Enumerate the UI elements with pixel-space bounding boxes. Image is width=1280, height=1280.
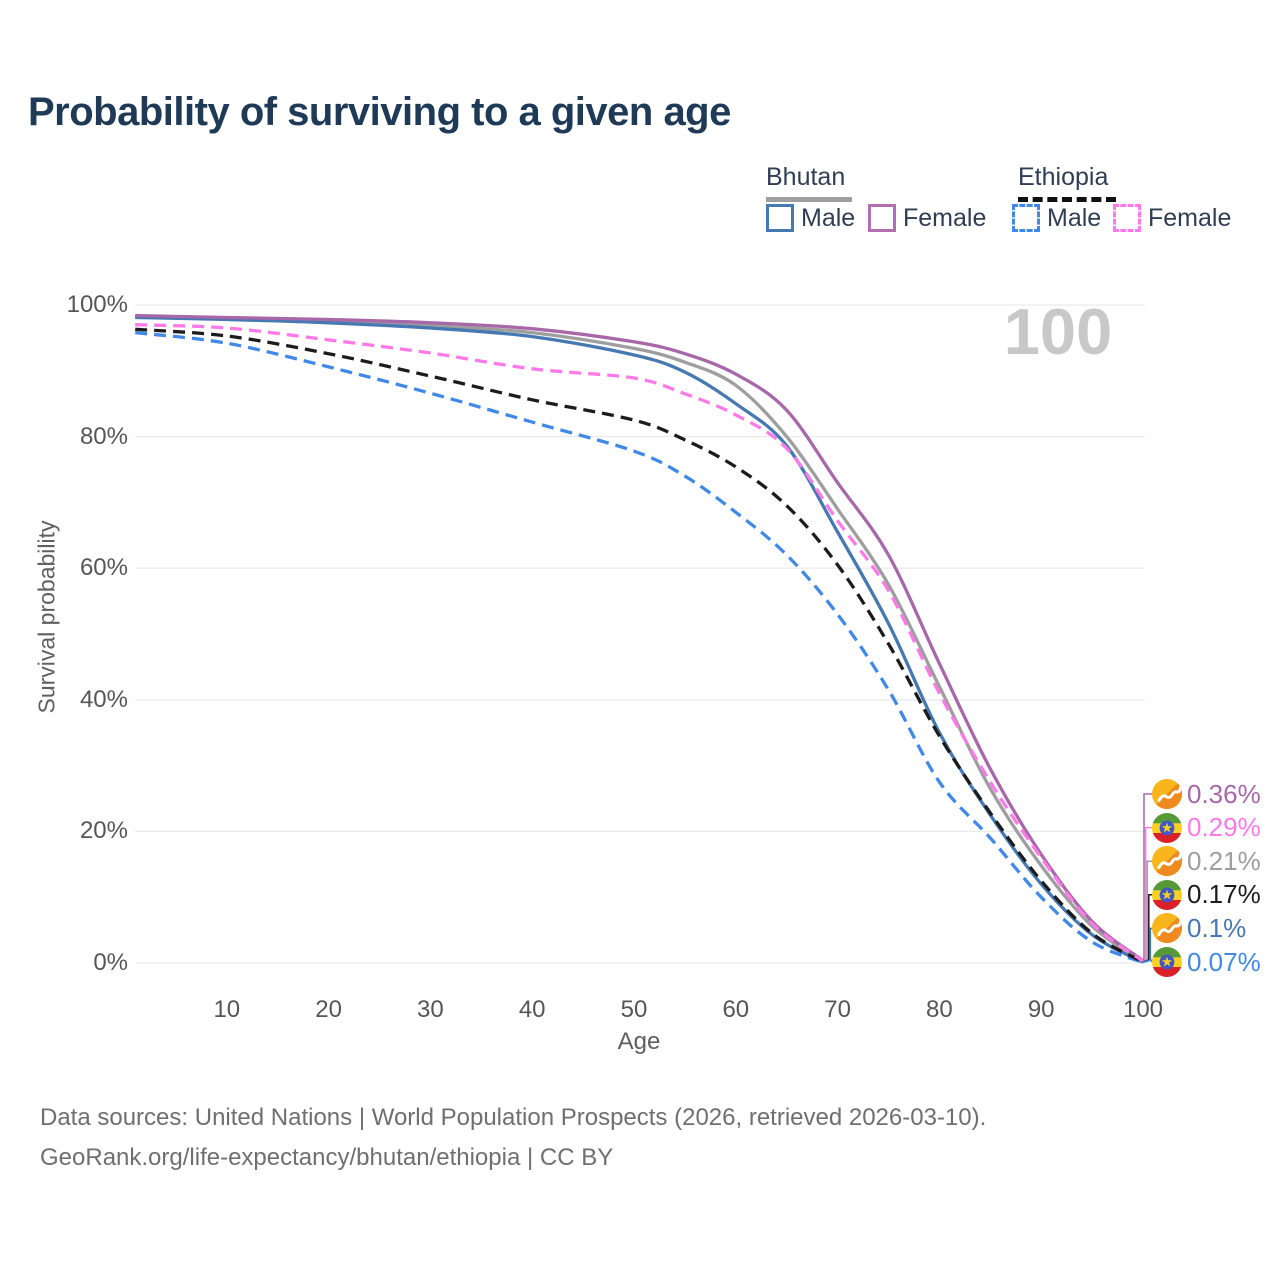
y-tick-label: 0%: [93, 949, 128, 976]
series-line-ethiopia-female[interactable]: [135, 323, 1144, 963]
legend-group-bhutan[interactable]: Bhutan: [766, 163, 852, 202]
bhutan-flag-icon: [1152, 779, 1182, 809]
x-tick-label: 40: [518, 996, 546, 1023]
legend-item-ethiopia-female[interactable]: Female: [1113, 203, 1231, 233]
series-line-bhutan-female[interactable]: [135, 313, 1145, 962]
x-tick-label: 70: [824, 996, 851, 1023]
legend-item-label: Male: [801, 203, 856, 232]
ethiopia-flag-icon: [1152, 813, 1182, 843]
page-title: Probability of surviving to a given age: [28, 90, 731, 134]
legend-item-label: Female: [1148, 203, 1232, 232]
x-tick-label: 50: [620, 996, 648, 1023]
hovered-age-watermark: 100: [1003, 295, 1113, 368]
ethiopia-female-swatch-icon: [1113, 204, 1141, 232]
legend-item-label: Female: [903, 203, 987, 232]
series-line-bhutan-male[interactable]: [135, 315, 1144, 964]
x-axis-title: Age: [617, 1028, 661, 1055]
legend-item-bhutan-female[interactable]: Female: [868, 203, 986, 233]
end-label-ethiopia-female: 0.29%: [1152, 812, 1261, 843]
end-value: 0.29%: [1187, 812, 1261, 843]
end-value: 0.17%: [1187, 879, 1261, 910]
bhutan-male-swatch-icon: [766, 204, 794, 232]
x-tick-label: 30: [417, 996, 444, 1023]
y-tick-label: 20%: [79, 817, 128, 845]
y-tick-label: 40%: [79, 685, 128, 713]
legend-group-ethiopia[interactable]: Ethiopia: [1018, 163, 1116, 202]
bhutan-flag-icon: [1152, 913, 1182, 943]
end-value: 0.1%: [1187, 912, 1247, 943]
x-tick-label: 90: [1027, 996, 1055, 1023]
end-value: 0.21%: [1187, 845, 1261, 876]
legend-item-bhutan-male[interactable]: Male: [766, 203, 855, 233]
ethiopia-flag-icon: [1152, 947, 1182, 977]
end-label-ethiopia-both: 0.17%: [1152, 879, 1261, 910]
y-tick-label: 80%: [79, 422, 128, 450]
x-tick-label: 10: [213, 996, 241, 1023]
end-value: 0.36%: [1187, 778, 1261, 809]
end-label-ethiopia-male: 0.07%: [1152, 947, 1261, 977]
data-sources-text: Data sources: United Nations | World Pop…: [40, 1104, 987, 1131]
y-tick-label: 60%: [79, 554, 128, 582]
y-axis-title: Survival probability: [33, 520, 60, 714]
attribution-text: GeoRank.org/life-expectancy/bhutan/ethio…: [40, 1144, 614, 1171]
bhutan-flag-icon: [1152, 846, 1182, 876]
legend-item-ethiopia-male[interactable]: Male: [1012, 203, 1101, 233]
x-tick-label: 20: [315, 996, 342, 1023]
x-tick-label: 60: [722, 996, 750, 1023]
bhutan-female-swatch-icon: [868, 204, 896, 232]
legend-item-label: Male: [1047, 203, 1102, 232]
end-label-bhutan-female: 0.36%: [1152, 779, 1261, 809]
x-tick-label: 100: [1122, 996, 1164, 1023]
end-label-bhutan-both: 0.21%: [1152, 846, 1261, 876]
ethiopia-male-swatch-icon: [1012, 204, 1040, 232]
series-line-ethiopia-both[interactable]: [135, 327, 1144, 964]
y-tick-label: 100%: [66, 291, 128, 318]
ethiopia-flag-icon: [1152, 880, 1182, 910]
series-line-ethiopia-male[interactable]: [135, 330, 1144, 965]
end-value: 0.07%: [1187, 946, 1261, 977]
x-tick-label: 80: [926, 996, 953, 1023]
series-line-bhutan-both[interactable]: [135, 315, 1144, 963]
end-label-bhutan-male: 0.1%: [1152, 913, 1246, 943]
